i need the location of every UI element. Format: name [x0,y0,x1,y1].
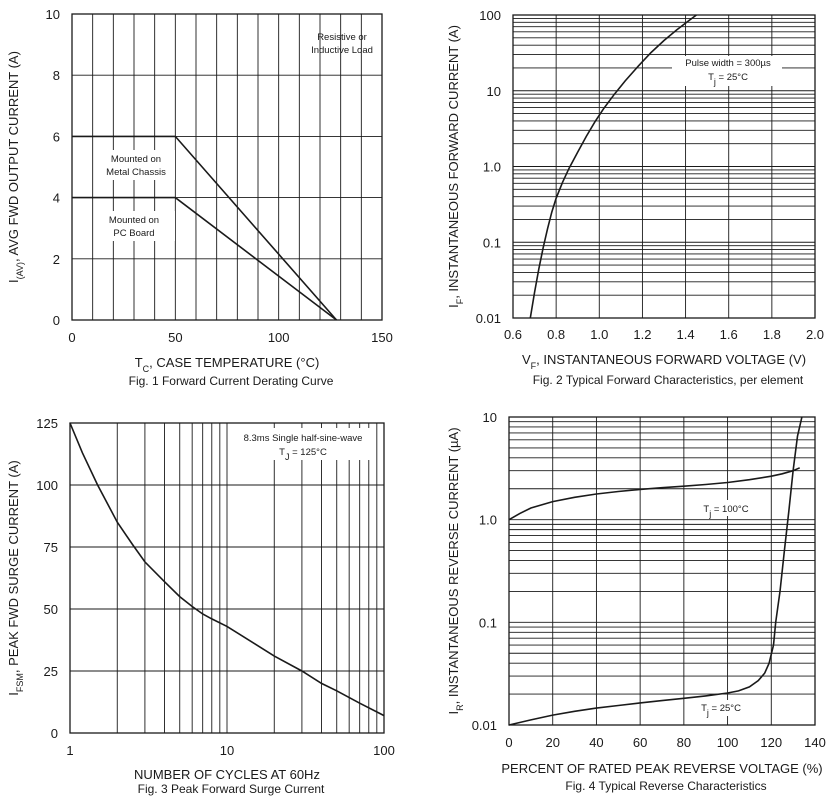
plot-frame [71,13,383,321]
annotation-text: Tj = 100°C [703,504,748,519]
annotation-box [686,700,756,716]
x-tick-label: 100 [717,735,739,750]
plot-frame [69,422,385,734]
figure-caption: Fig. 1 Forward Current Derating Curve [129,374,334,388]
grid-lines [69,422,385,734]
annotation-text: Resistive or [317,32,367,43]
x-tick-label: 1.0 [590,327,608,342]
y-tick-label: 100 [479,8,501,23]
x-tick-label: 2.0 [806,327,824,342]
y-axis-title: IR, INSTANTANEOUS REVERSE CURRENT (µA) [446,427,465,714]
annotation-text: Tj = 25°C [701,703,741,718]
annotation-text: Mounted on [111,154,161,165]
x-tick-label: 100 [373,743,395,758]
annotation-box [686,500,766,516]
annotation-text: PC Board [113,228,154,239]
x-tick-label: 1.2 [633,327,651,342]
annotation-text: Mounted on [109,215,159,226]
series-line-1 [72,135,338,321]
series-line-1 [529,14,697,319]
x-tick-label: 60 [633,735,647,750]
y-axis-title: IF, INSTANTANEOUS FORWARD CURRENT (A) [446,25,465,308]
x-tick-label: 120 [760,735,782,750]
x-tick-label: 100 [268,330,290,345]
x-tick-label: 40 [589,735,603,750]
y-tick-label: 0.1 [483,235,501,250]
chart-panel-1: 0 50 100 150 0 2 4 6 8 10 TC, CASE TEMPERATURE (°C… [6,7,393,388]
annotation-text: Pulse width = 300µs [685,58,771,69]
y-tick-label: 125 [36,416,58,431]
x-tick-label: 1.8 [763,327,781,342]
x-axis-title: VF, INSTANTANEOUS FORWARD VOLTAGE (V) [522,352,806,371]
annotation-text: Inductive Load [311,45,373,56]
annotation-boxes [97,150,175,241]
x-tick-label: 0 [68,330,75,345]
x-axis-title: PERCENT OF RATED PEAK REVERSE VOLTAGE (%… [501,761,822,776]
y-axis-title: I(AV), AVG FWD OUTPUT CURRENT (A) [6,51,25,283]
y-tick-label: 0.01 [476,311,501,326]
y-tick-label: 1.0 [479,513,497,528]
grid-lines [508,416,816,726]
series-line-2 [72,196,337,321]
y-tick-label: 6 [53,129,60,144]
y-axis-title: IFSM, PEAK FWD SURGE CURRENT (A) [6,460,25,695]
plot-frame [508,416,816,726]
annotation-box [672,56,782,86]
y-tick-label: 8 [53,68,60,83]
y-tick-label: 0 [51,726,58,741]
annotation-box [97,150,175,180]
x-tick-label: 20 [545,735,559,750]
annotation-text: TJ = 125°C [279,447,327,462]
x-tick-label: 0 [505,735,512,750]
y-tick-label: 0 [53,313,60,328]
x-tick-label: 50 [168,330,182,345]
y-tick-label: 4 [53,191,60,206]
x-tick-label: 80 [677,735,691,750]
y-tick-label: 0.1 [479,615,497,630]
annotation-text: Tj = 25°C [708,72,748,87]
x-tick-label: 1.6 [720,327,738,342]
annotation-boxes [672,56,782,86]
x-tick-label: 1.4 [677,327,695,342]
x-tick-label: 0.8 [547,327,565,342]
chart-panel-4: 0 20 40 60 80 100 120 140 0.01 0.1 1.0 10 PERCENT OF… [446,410,826,793]
series-line-1 [69,422,385,717]
y-tick-label: 50 [44,602,58,617]
annotation-boxes [232,428,374,460]
plot-frame [512,14,816,319]
annotation-box [97,211,175,241]
y-tick-label: 10 [487,84,501,99]
annotation-text: 8.3ms Single half-sine-wave [244,433,363,444]
series-line-2 [508,416,803,726]
annotation-boxes [686,500,766,716]
annotation-text: Metal Chassis [106,167,166,178]
y-tick-label: 10 [483,410,497,425]
chart-panel-3: 1 10 100 0 25 50 75 100 125 NUMBER OF CYCLES AT 6… [6,416,395,796]
x-tick-label: 1 [66,743,73,758]
figure-caption: Fig. 2 Typical Forward Characteristics, … [533,373,804,387]
x-tick-label: 10 [220,743,234,758]
annotation-box [232,428,374,460]
series-line-1 [508,467,801,521]
x-tick-label: 150 [371,330,393,345]
y-tick-label: 1.0 [483,160,501,175]
x-axis-title: NUMBER OF CYCLES AT 60Hz [134,767,320,782]
x-tick-label: 140 [804,735,826,750]
y-tick-label: 2 [53,252,60,267]
y-tick-label: 10 [46,7,60,22]
x-axis-title: TC, CASE TEMPERATURE (°C) [135,355,320,374]
y-tick-label: 100 [36,478,58,493]
chart-panel-2: 0.6 0.8 1.0 1.2 1.4 1.6 1.8 2.0 0.01 0.1 1.0 10 100 V… [446,8,824,387]
y-tick-label: 25 [44,664,58,679]
figure-caption: Fig. 4 Typical Reverse Characteristics [565,779,766,793]
x-tick-label: 0.6 [504,327,522,342]
y-tick-label: 75 [44,540,58,555]
figure-caption: Fig. 3 Peak Forward Surge Current [138,782,325,796]
y-tick-label: 0.01 [472,718,497,733]
